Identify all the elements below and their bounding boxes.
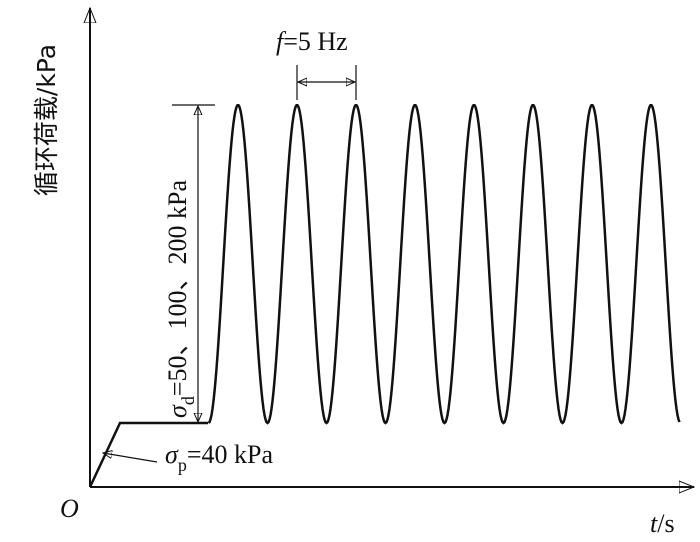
x-axis-unit: /s xyxy=(657,509,674,538)
frequency-text: =5 Hz xyxy=(283,27,347,56)
confining-text: =40 kPa xyxy=(187,440,274,469)
leader-arrow xyxy=(103,453,158,463)
x-axis-symbol: t xyxy=(650,509,658,538)
frequency-label: f=5 Hz xyxy=(276,27,348,56)
origin-label: O xyxy=(60,494,79,523)
confining-ramp xyxy=(88,421,208,488)
confining-symbol: σ xyxy=(165,440,179,469)
deviator-symbol: σ xyxy=(163,404,192,418)
y-axis-label: 循环荷载/kPa xyxy=(32,44,61,196)
deviator-text: =50、100、200 kPa xyxy=(163,180,192,397)
deviator-subscript: d xyxy=(178,396,198,405)
confining-subscript: p xyxy=(178,455,187,475)
deviator-label: σd=50、100、200 kPa xyxy=(163,180,198,418)
cyclic-wave xyxy=(207,103,681,425)
x-axis-label: t/s xyxy=(650,509,675,538)
confining-label: σp=40 kPa xyxy=(165,440,273,475)
frequency-symbol: f xyxy=(276,27,287,56)
